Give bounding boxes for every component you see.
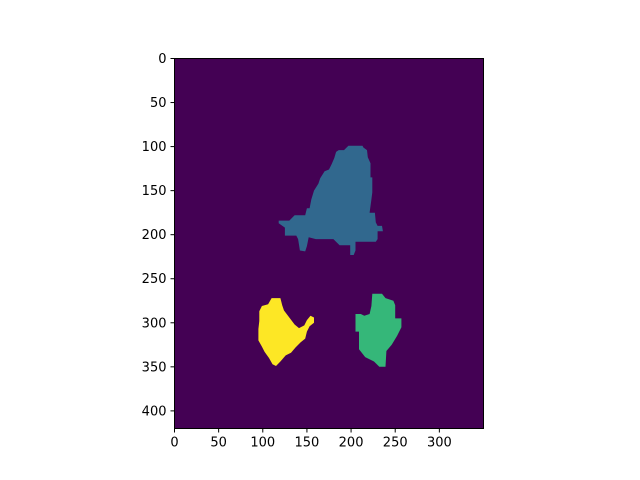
x-tick-label: 100 (250, 436, 275, 451)
axes-frame (174, 58, 484, 429)
x-axis-ticks: 0 50 100 150 200 250 300 (170, 428, 452, 451)
label-region-2 (355, 293, 402, 367)
label-regions (258, 145, 402, 367)
y-tick-label: 50 (150, 96, 167, 111)
x-tick-label: 0 (170, 436, 178, 451)
label-region-1 (278, 145, 383, 255)
x-tick-label: 50 (210, 436, 227, 451)
y-tick-label: 100 (142, 140, 167, 155)
y-tick-label: 400 (142, 404, 167, 419)
y-tick-label: 350 (142, 360, 167, 375)
x-tick-label: 300 (427, 436, 452, 451)
y-axis-ticks: 0 50 100 150 200 250 300 350 400 (142, 52, 175, 419)
image-background (174, 58, 484, 429)
y-tick-label: 250 (142, 272, 167, 287)
y-tick-label: 200 (142, 228, 167, 243)
x-tick-label: 150 (295, 436, 320, 451)
label-region-3 (258, 298, 314, 366)
y-tick-label: 300 (142, 316, 167, 331)
y-tick-label: 150 (142, 184, 167, 199)
x-tick-label: 250 (383, 436, 408, 451)
x-tick-label: 200 (339, 436, 364, 451)
y-tick-label: 0 (158, 52, 166, 67)
